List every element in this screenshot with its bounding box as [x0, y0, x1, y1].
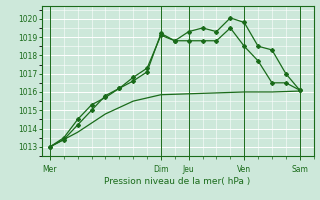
X-axis label: Pression niveau de la mer( hPa ): Pression niveau de la mer( hPa ) — [104, 177, 251, 186]
